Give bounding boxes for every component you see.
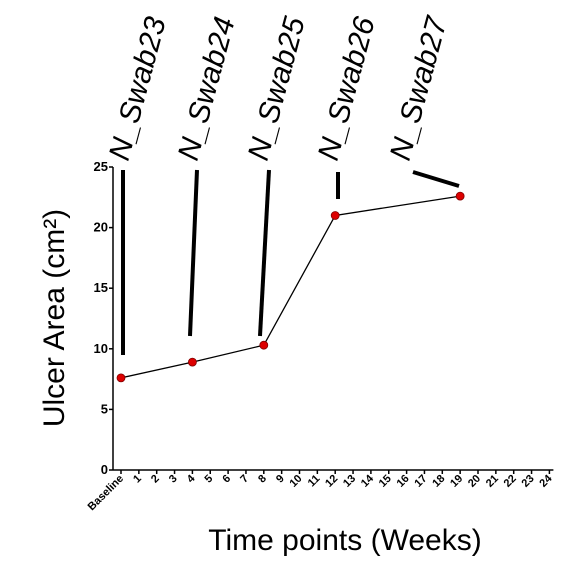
data-point-3 [259,340,269,350]
annotation-label-1: N_Swab23 [103,13,173,164]
data-point-2 [187,357,197,367]
x-tick-label-3: 3 [167,473,180,486]
x-tick-label-20: 20 [466,473,483,490]
x-tick-label-22: 22 [502,473,519,490]
x-tick-label-13: 13 [341,473,358,490]
annotations: N_Swab23 N_Swab24 N_Swab25 N_Swab26 N_Swab27 [103,12,460,355]
x-tick-label-12: 12 [323,473,340,490]
y-tick-label-5: 5 [101,401,108,416]
x-tick-label-1: 1 [131,473,144,486]
y-tick-label-15: 15 [94,280,108,295]
annotation-line-5 [412,170,460,188]
x-tick-label-6: 6 [220,473,233,486]
x-tick-label-18: 18 [430,473,447,490]
annotation-label-4: N_Swab26 [312,13,382,164]
annotation-label-3: N_Swab25 [242,13,312,164]
y-axis-label: Ulcer Area (cm²) [38,209,71,427]
annotation-label-5: N_Swab27 [384,12,454,164]
x-tick-label-19: 19 [448,473,465,490]
y-tick-label-0: 0 [101,462,108,477]
x-tick-label-0: Baseline [86,473,126,513]
x-tick-label-23: 23 [520,473,537,490]
x-tick-label-2: 2 [149,473,162,486]
x-tick-label-11: 11 [306,473,323,490]
y-tick-label-25: 25 [94,159,108,174]
x-tick-label-8: 8 [256,473,269,486]
x-tick-label-15: 15 [377,473,394,490]
x-tick-label-10: 10 [287,473,304,490]
y-tick-label-20: 20 [94,220,108,235]
x-tick-label-17: 17 [412,473,429,490]
data-point-1 [116,373,126,383]
x-tick-label-9: 9 [274,473,287,486]
x-tick-label-7: 7 [238,473,251,486]
y-tick-label-10: 10 [94,341,108,356]
series [116,191,465,383]
series-line [120,195,461,379]
x-tick-label-4: 4 [185,472,198,485]
x-tick-label-5: 5 [203,473,216,486]
annotation-line-2 [188,169,199,337]
annotation-line-3 [258,169,271,337]
x-tick-label-24: 24 [537,472,555,490]
x-tick-label-14: 14 [359,472,377,490]
data-point-5 [455,191,465,201]
x-axis-label: Time points (Weeks) [208,524,481,557]
data-point-4 [330,211,340,220]
annotation-label-2: N_Swab24 [172,14,242,164]
x-tick-label-16: 16 [395,473,412,490]
x-tick-label-21: 21 [484,473,501,490]
